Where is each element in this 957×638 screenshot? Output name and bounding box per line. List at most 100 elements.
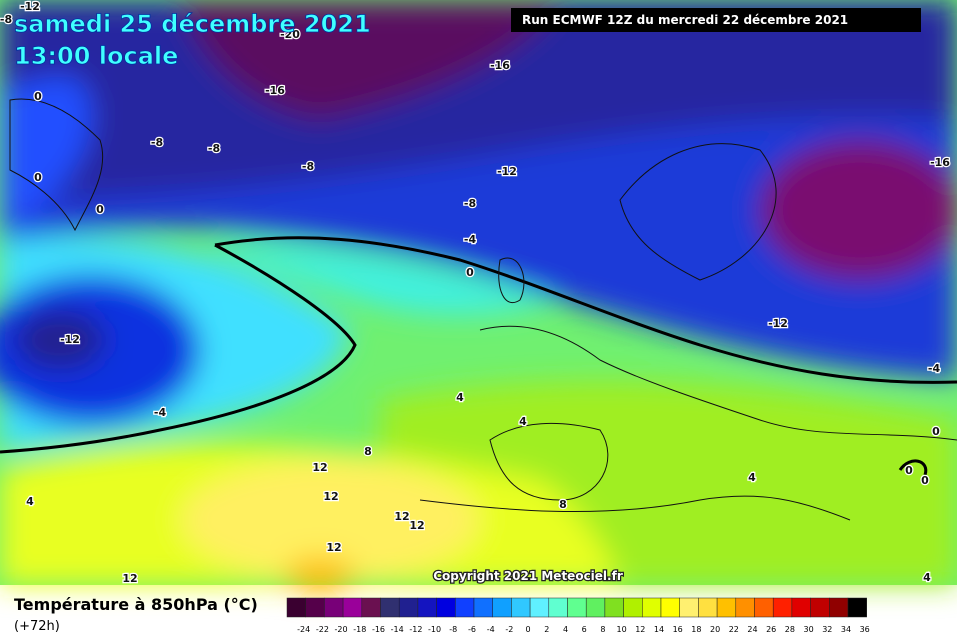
contour-label: 0	[466, 266, 474, 279]
scale-tick-label: 18	[691, 625, 701, 634]
scale-tick-label: 0	[526, 625, 531, 634]
scale-swatch	[810, 597, 830, 618]
contour-label: -8	[151, 136, 163, 149]
scale-tick-label: -20	[335, 625, 348, 634]
scale-swatch	[679, 597, 699, 618]
contour-label: 8	[364, 445, 372, 458]
contour-label: 8	[559, 498, 567, 511]
scale-swatch	[305, 597, 325, 618]
scale-swatch	[324, 597, 344, 618]
scale-swatch	[567, 597, 587, 618]
coastlines	[9, 98, 957, 521]
scale-swatch	[716, 597, 737, 618]
contour-label: 12	[122, 572, 137, 585]
scale-tick-label: 28	[785, 625, 795, 634]
contour-label: -16	[265, 84, 285, 97]
scale-swatch	[754, 597, 774, 618]
scale-swatch	[735, 597, 755, 618]
contour-label: -8	[0, 13, 12, 26]
zero-isotherm-west	[0, 243, 357, 454]
scale-swatch	[380, 597, 400, 618]
scale-tick-label: 16	[673, 625, 683, 634]
scale-tick-label: -16	[372, 625, 385, 634]
scale-swatch	[455, 597, 475, 618]
scale-tick-label: 24	[747, 625, 757, 634]
scale-tick-label: 22	[729, 625, 739, 634]
contour-label: 0	[34, 90, 42, 103]
scale-swatch	[342, 597, 363, 618]
scale-tick-label: 30	[804, 625, 814, 634]
scale-tick-label: -22	[316, 625, 329, 634]
contour-label: 12	[312, 461, 327, 474]
scale-swatch	[361, 597, 381, 618]
map-date: samedi 25 décembre 2021	[14, 10, 371, 38]
contour-label: -8	[208, 142, 220, 155]
scale-tick-label: 2	[544, 625, 549, 634]
scale-swatch	[492, 597, 512, 618]
scale-swatch	[529, 597, 550, 618]
contour-label: 4	[923, 571, 931, 584]
contour-label: 4	[26, 495, 34, 508]
contour-label: 0	[905, 464, 913, 477]
scale-swatch	[642, 597, 662, 618]
scale-swatch	[417, 597, 437, 618]
scale-tick-label: 14	[654, 625, 664, 634]
contour-label: 0	[34, 171, 42, 184]
contour-label: 12	[323, 490, 338, 503]
scale-swatch	[847, 597, 867, 618]
temperature-field	[0, 0, 957, 593]
contour-label: 0	[921, 474, 929, 487]
contour-label: -4	[464, 233, 477, 246]
contour-label: -8	[464, 197, 476, 210]
scale-tick-label: 26	[766, 625, 776, 634]
scale-tick-label: -12	[409, 625, 422, 634]
scale-tick-label: 10	[617, 625, 627, 634]
scale-tick-label: -6	[468, 625, 476, 634]
copyright: Copyright 2021 Meteociel.fr	[433, 569, 623, 583]
contour-label: -12	[768, 317, 788, 330]
contour-label: 4	[519, 415, 527, 428]
scale-tick-label: -24	[297, 625, 310, 634]
scale-tick-label: 12	[635, 625, 645, 634]
legend-subtitle: (+72h)	[14, 619, 60, 634]
contour-label: 12	[326, 541, 341, 554]
scale-swatch	[511, 597, 531, 618]
scale-swatch	[398, 597, 419, 618]
scale-tick-label: -4	[487, 625, 495, 634]
scale-tick-label: 36	[860, 625, 870, 634]
scale-swatch	[604, 597, 624, 618]
scale-swatch	[698, 597, 718, 618]
scale-swatch	[286, 597, 306, 618]
scale-tick-label: -18	[353, 625, 366, 634]
map-time: 13:00 locale	[14, 42, 178, 70]
scale-swatch	[585, 597, 606, 618]
run-info: Run ECMWF 12Z du mercredi 22 décembre 20…	[522, 13, 848, 27]
contour-label: 12	[409, 519, 424, 532]
scale-tick-label: -10	[428, 625, 441, 634]
contour-label: -12	[20, 0, 40, 13]
scale-swatch	[623, 597, 643, 618]
scale-tick-label: 32	[822, 625, 832, 634]
contour	[898, 459, 928, 476]
contour-label: 4	[748, 471, 756, 484]
scale-swatch	[660, 597, 680, 618]
scale-swatch	[791, 597, 811, 618]
scale-tick-label: 8	[600, 625, 605, 634]
contour-label: 0	[932, 425, 940, 438]
run-box	[511, 8, 921, 32]
scale-tick-label: -2	[505, 625, 513, 634]
scale-swatch	[473, 597, 493, 618]
contour-label: 0	[96, 203, 104, 216]
contour-label: -12	[60, 333, 80, 346]
scale-swatch	[548, 597, 568, 618]
scale-tick-label: 6	[582, 625, 587, 634]
scale-swatch	[436, 597, 456, 618]
contour-label: -16	[930, 156, 950, 169]
contour-label: -16	[490, 59, 510, 72]
contour-label: 4	[456, 391, 464, 404]
legend-title: Température à 850hPa (°C)	[14, 595, 258, 614]
contour-label: -12	[497, 165, 517, 178]
scale-swatch	[772, 597, 793, 618]
